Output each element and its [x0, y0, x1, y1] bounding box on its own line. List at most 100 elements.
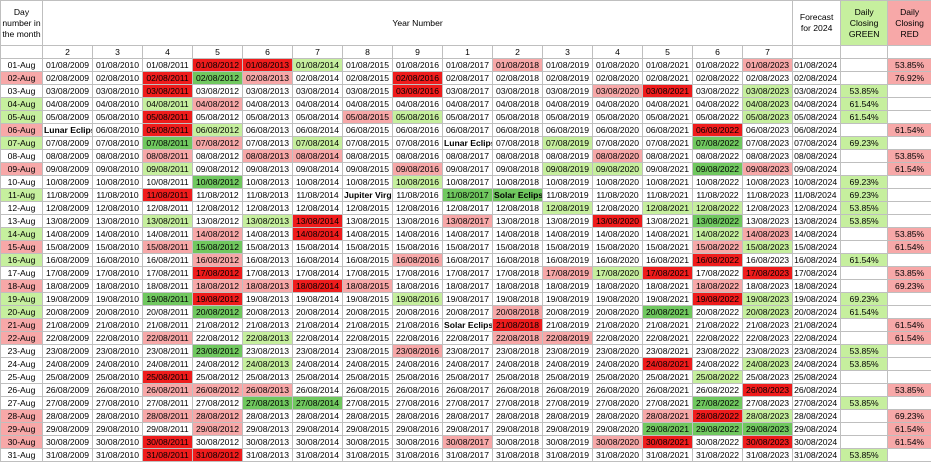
forecast-cell: 19/08/2024 — [792, 292, 842, 306]
date-cell: 19/08/2023 — [741, 292, 794, 306]
date-cell: 01/08/2013 — [242, 58, 293, 72]
date-cell: 29/08/2010 — [92, 422, 143, 436]
red-pct-cell — [887, 175, 931, 189]
date-cell: 07/08/2009 — [42, 136, 93, 150]
forecast-cell: 05/08/2024 — [792, 110, 842, 124]
date-cell: 14/08/2010 — [92, 227, 143, 241]
red-pct-cell — [887, 84, 931, 98]
date-cell: 18/08/2011 — [142, 279, 193, 293]
date-cell: 14/08/2009 — [42, 227, 93, 241]
date-cell: 24/08/2010 — [92, 357, 143, 371]
date-cell: 23/08/2019 — [542, 344, 593, 358]
date-cell: 27/08/2013 — [242, 396, 293, 410]
date-cell: 07/08/2012 — [192, 136, 243, 150]
forecast-cell: 10/08/2024 — [792, 175, 842, 189]
year-number-cell: 7 — [292, 45, 343, 59]
year-number-cell: 3 — [542, 45, 593, 59]
year-number-cell: 6 — [242, 45, 293, 59]
date-cell: 31/08/2011 — [142, 448, 193, 462]
date-cell: 11/08/2009 — [42, 188, 93, 202]
date-cell: 03/08/2021 — [642, 84, 693, 98]
date-cell: 14/08/2017 — [442, 227, 493, 241]
table-body: 01-Aug 01/08/2009 01/08/2010 01/08/2011 01/0… — [0, 58, 931, 462]
date-cell: 26/08/2017 — [442, 383, 493, 397]
year-number-header: Year Number — [41, 0, 794, 46]
date-cell: 05/08/2019 — [542, 110, 593, 124]
green-pct-cell: 53.85% — [840, 214, 889, 228]
date-cell: 13/08/2023 — [741, 214, 794, 228]
date-cell: 19/08/2011 — [142, 292, 193, 306]
date-cell: 09/08/2017 — [442, 162, 493, 176]
green-pct-cell: 69.23% — [840, 188, 889, 202]
date-cell: 22/08/2020 — [592, 331, 643, 345]
day-label-cell: 18-Aug — [0, 279, 43, 293]
date-cell: 10/08/2016 — [392, 175, 443, 189]
date-cell: 28/08/2019 — [542, 409, 593, 423]
forecast-cell: 18/08/2024 — [792, 279, 842, 293]
red-pct-cell — [887, 448, 931, 462]
date-cell: 28/08/2012 — [192, 409, 243, 423]
red-pct-cell — [887, 357, 931, 371]
date-cell: 11/08/2013 — [242, 188, 293, 202]
date-cell: 29/08/2022 — [692, 422, 743, 436]
date-cell: 05/08/2011 — [142, 110, 193, 124]
forecast-cell: 26/08/2024 — [792, 383, 842, 397]
date-cell: 01/08/2014 — [292, 58, 343, 72]
date-cell: 30/08/2019 — [542, 435, 593, 449]
date-cell: 06/08/2017 — [442, 123, 493, 137]
red-pct-cell: 76.92% — [887, 71, 931, 85]
date-cell: 29/08/2020 — [592, 422, 643, 436]
date-cell: 28/08/2017 — [442, 409, 493, 423]
date-cell: 31/08/2013 — [242, 448, 293, 462]
date-cell: 17/08/2023 — [741, 266, 794, 280]
date-cell: 20/08/2023 — [741, 305, 794, 319]
date-cell: 02/08/2018 — [492, 71, 543, 85]
date-cell: 30/08/2013 — [242, 435, 293, 449]
date-cell: 31/08/2012 — [192, 448, 243, 462]
date-cell: 29/08/2016 — [392, 422, 443, 436]
date-cell: 04/08/2018 — [492, 97, 543, 111]
date-cell: 12/08/2020 — [592, 201, 643, 215]
table-row: 27-Aug 27/08/2009 27/08/2010 27/08/2011 27/0… — [0, 396, 931, 410]
date-cell: 25/08/2014 — [292, 370, 343, 384]
date-cell: 13/08/2016 — [392, 214, 443, 228]
day-label-cell: 02-Aug — [0, 71, 43, 85]
date-cell: 06/08/2013 — [242, 123, 293, 137]
date-cell: 25/08/2015 — [342, 370, 393, 384]
red-pct-cell: 61.54% — [887, 435, 931, 449]
date-cell: 04/08/2017 — [442, 97, 493, 111]
date-cell: 30/08/2022 — [692, 435, 743, 449]
date-cell: 22/08/2021 — [642, 331, 693, 345]
date-cell: 07/08/2018 — [492, 136, 543, 150]
year-number-cell: 7 — [741, 45, 794, 59]
red-pct-cell: 53.85% — [887, 149, 931, 163]
date-cell: 25/08/2020 — [592, 370, 643, 384]
date-cell: 11/08/2012 — [192, 188, 243, 202]
day-label-cell: 27-Aug — [0, 396, 43, 410]
day-label-cell: 29-Aug — [0, 422, 43, 436]
day-label-cell: 06-Aug — [0, 123, 43, 137]
forecast-cell: 07/08/2024 — [792, 136, 842, 150]
day-label-cell: 12-Aug — [0, 201, 43, 215]
date-cell: 09/08/2012 — [192, 162, 243, 176]
date-cell: 17/08/2019 — [542, 266, 593, 280]
date-cell: 19/08/2019 — [542, 292, 593, 306]
date-cell: 07/08/2016 — [392, 136, 443, 150]
date-cell: 26/08/2023 — [741, 383, 794, 397]
date-cell: 23/08/2020 — [592, 344, 643, 358]
date-cell: 17/08/2011 — [142, 266, 193, 280]
date-cell: 21/08/2015 — [342, 318, 393, 332]
date-cell: 12/08/2015 — [342, 201, 393, 215]
date-cell: 16/08/2020 — [592, 253, 643, 267]
date-cell: 02/08/2015 — [342, 71, 393, 85]
date-cell: 10/08/2018 — [492, 175, 543, 189]
red-pct-cell — [887, 214, 931, 228]
date-cell: 23/08/2018 — [492, 344, 543, 358]
red-pct-cell — [887, 292, 931, 306]
green-pct-cell: 61.54% — [840, 305, 889, 319]
date-cell: 17/08/2010 — [92, 266, 143, 280]
table-row: 18-Aug 18/08/2009 18/08/2010 18/08/2011 18/0… — [0, 279, 931, 293]
table-row: 03-Aug 03/08/2009 03/08/2010 03/08/2011 03/0… — [0, 84, 931, 98]
date-cell: 20/08/2016 — [392, 305, 443, 319]
